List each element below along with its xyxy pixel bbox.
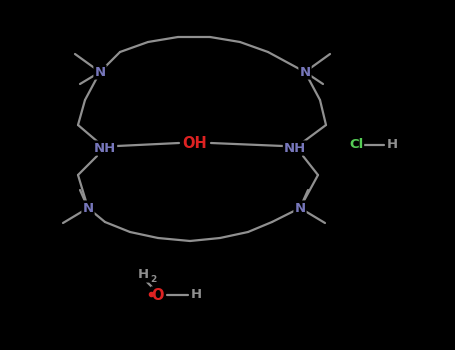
Text: N: N	[299, 65, 311, 78]
Text: 2: 2	[150, 274, 156, 284]
Text: N: N	[95, 65, 106, 78]
Text: N: N	[294, 202, 306, 215]
Text: H: H	[191, 288, 202, 301]
Text: O: O	[152, 287, 164, 302]
Text: NH: NH	[284, 141, 306, 154]
Text: N: N	[82, 202, 94, 215]
Text: H: H	[386, 139, 398, 152]
Text: OH: OH	[182, 135, 207, 150]
Text: H: H	[137, 268, 149, 281]
Text: NH: NH	[94, 141, 116, 154]
Text: Cl: Cl	[349, 139, 363, 152]
